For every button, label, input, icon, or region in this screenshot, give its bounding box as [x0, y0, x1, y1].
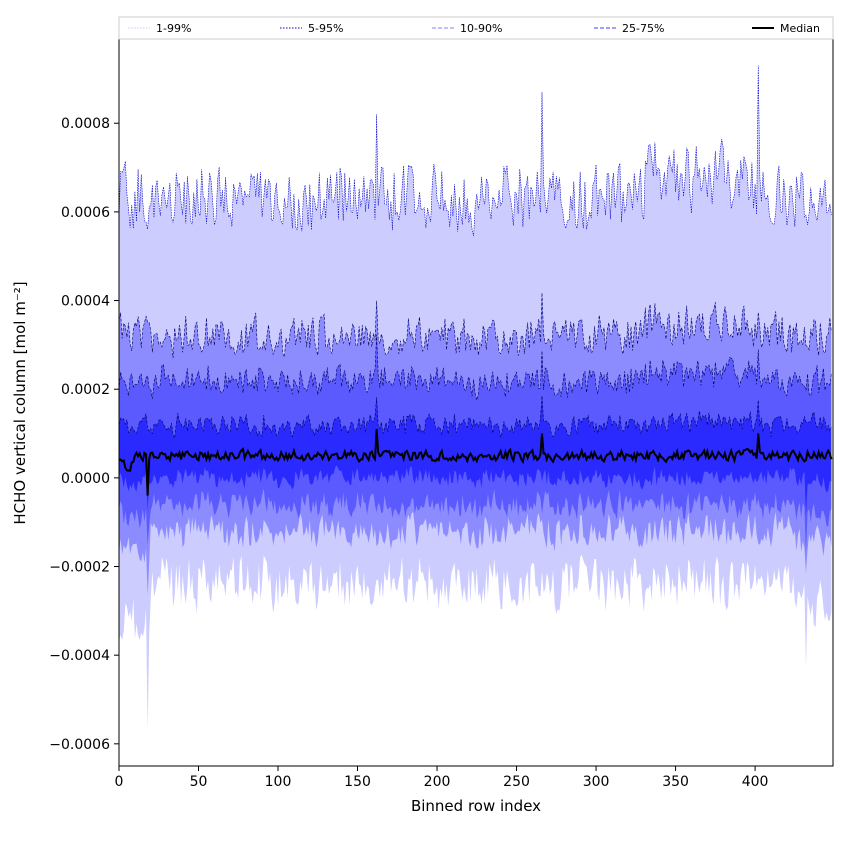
x-tick-label: 300	[583, 774, 610, 790]
percentile-bands	[118, 65, 832, 731]
legend-label-5-95%: 5-95%	[308, 22, 343, 35]
x-tick-label: 0	[115, 774, 124, 790]
x-tick-label: 400	[742, 774, 769, 790]
x-tick-label: 200	[424, 774, 451, 790]
x-tick-label: 50	[190, 774, 208, 790]
x-tick-label: 350	[662, 774, 689, 790]
legend-box	[118, 16, 834, 40]
median-layer	[118, 429, 833, 496]
band-25-75%	[119, 395, 832, 516]
legend-label-25-75%: 25-75%	[622, 22, 664, 35]
band-edge-25-75%	[118, 395, 832, 440]
y-tick-label: 0.0008	[61, 116, 110, 132]
x-tick-label: 250	[503, 774, 530, 790]
y-tick-label: 0.0000	[61, 471, 110, 487]
median-line	[118, 429, 833, 496]
x-tick-label: 150	[344, 774, 371, 790]
y-tick-label: −0.0006	[49, 737, 110, 753]
y-tick-label: 0.0002	[61, 382, 110, 398]
legend-label-10-90%: 10-90%	[460, 22, 502, 35]
x-axis-ticks: 0 50 100 150 200 250 300 350 400	[115, 766, 769, 790]
x-tick-label: 100	[265, 774, 292, 790]
y-axis-label: HCHO vertical column [mol m⁻²]	[11, 281, 29, 524]
y-tick-label: 0.0006	[61, 205, 110, 221]
y-axis-ticks: −0.0006 −0.0004 −0.0002 0.0000 0.0002 0.0004 0…	[49, 116, 119, 753]
y-tick-label: −0.0002	[49, 560, 110, 576]
legend: 1-99% 5-95% 10-90% 25-75% Median	[118, 16, 834, 40]
y-tick-label: 0.0004	[61, 294, 110, 310]
band-edge-1-99%	[118, 65, 832, 237]
x-axis-label: Binned row index	[411, 797, 541, 815]
legend-label-1-99%: 1-99%	[156, 22, 191, 35]
legend-label-Median: Median	[780, 22, 820, 35]
y-tick-label: −0.0004	[49, 648, 110, 664]
band-edge-10-90%	[118, 334, 832, 401]
